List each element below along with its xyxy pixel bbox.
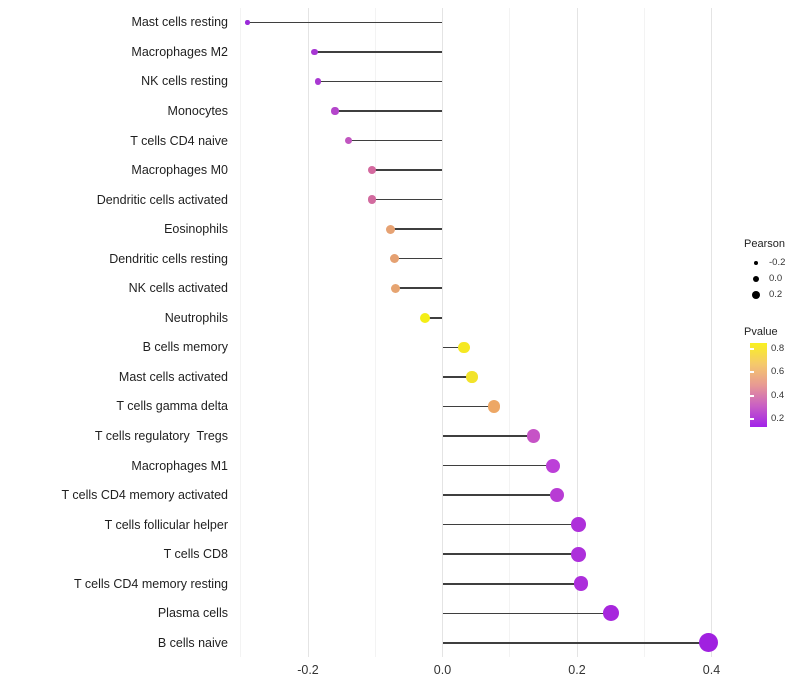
- lollipop-stem: [371, 198, 443, 201]
- gridline-major: [576, 8, 578, 657]
- colorbar-tick: [750, 418, 754, 421]
- lollipop-dot: [390, 283, 400, 293]
- y-axis-label: NK cells resting: [141, 74, 228, 89]
- y-axis-label: NK cells activated: [128, 281, 228, 296]
- lollipop-dot: [570, 517, 586, 533]
- y-axis-label: B cells memory: [142, 340, 228, 355]
- y-axis-label: T cells gamma delta: [116, 399, 228, 414]
- lollipop-stem: [442, 376, 473, 378]
- colorbar-tick: [750, 348, 754, 350]
- lollipop-dot: [386, 224, 396, 234]
- legend-size-dot: [751, 290, 761, 300]
- lollipop-stem: [442, 405, 495, 408]
- lollipop-stem: [442, 523, 579, 526]
- lollipop-dot: [389, 254, 399, 264]
- lollipop-stem: [442, 642, 709, 644]
- x-axis-tick-label: 0.0: [433, 663, 452, 677]
- lollipop-stem: [442, 582, 582, 585]
- lollipop-dot: [331, 107, 339, 115]
- lollipop-dot: [488, 400, 501, 413]
- legend-pearson-title: Pearson: [744, 238, 785, 250]
- gridline-minor: [374, 8, 376, 657]
- legend-size-label: -0.2: [769, 257, 786, 268]
- gridline-major: [442, 8, 443, 657]
- lollipop-dot: [367, 195, 377, 204]
- lollipop-stem: [425, 317, 443, 319]
- y-axis-label: Dendritic cells activated: [96, 192, 228, 207]
- lollipop-dot: [311, 48, 319, 56]
- lollipop-dot: [344, 136, 353, 145]
- y-axis-label: Monocytes: [167, 103, 228, 118]
- legend-size-dot: [752, 275, 760, 283]
- lollipop-stem: [318, 80, 443, 83]
- gridline-minor: [240, 8, 242, 657]
- legend-pvalue-title: Pvalue: [744, 326, 778, 338]
- lollipop-dot: [549, 488, 564, 503]
- lollipop-stem: [371, 169, 443, 171]
- legend-size-dot: [753, 260, 759, 266]
- lollipop-dot: [458, 341, 470, 353]
- lollipop-stem: [395, 287, 443, 290]
- lollipop-dot: [466, 371, 478, 383]
- lollipop-dot: [573, 576, 589, 592]
- lollipop-stem: [394, 257, 443, 260]
- lollipop-stem: [334, 110, 443, 112]
- lollipop-dot: [245, 20, 250, 25]
- y-axis-label: Eosinophils: [164, 222, 228, 237]
- lollipop-dot: [602, 605, 619, 622]
- lollipop-stem: [442, 435, 534, 437]
- gridline-major: [307, 8, 309, 657]
- lollipop-dot: [526, 429, 540, 443]
- y-axis-label: Mast cells resting: [131, 15, 228, 30]
- lollipop-dot: [698, 633, 718, 653]
- y-axis-label: T cells CD4 naive: [130, 133, 228, 148]
- y-axis-label: T cells CD4 memory resting: [74, 576, 228, 591]
- y-axis-label: T cells CD4 memory activated: [61, 488, 229, 503]
- y-axis-label: Macrophages M1: [131, 458, 228, 473]
- lollipop-dot: [546, 458, 561, 473]
- lollipop-stem: [348, 139, 443, 142]
- gridline-minor: [509, 8, 511, 657]
- gridline-major: [711, 8, 712, 657]
- y-axis-label: Dendritic cells resting: [109, 251, 228, 266]
- y-axis-label: T cells CD8: [163, 547, 228, 562]
- y-axis-label: T cells follicular helper: [104, 517, 228, 532]
- x-axis-tick-label: 0.4: [702, 663, 721, 677]
- gridline-minor: [643, 8, 645, 657]
- lollipop-stem: [314, 51, 443, 53]
- colorbar-tick: [750, 394, 754, 397]
- lollipop-dot: [419, 312, 431, 323]
- colorbar-tick-label: 0.6: [771, 366, 785, 378]
- colorbar-tick-label: 0.2: [771, 413, 785, 425]
- lollipop-stem: [442, 464, 554, 467]
- lollipop-dot: [314, 78, 322, 85]
- lollipop-stem: [442, 612, 611, 615]
- x-axis-tick-label: -0.2: [297, 663, 319, 677]
- x-axis-tick-label: 0.2: [568, 663, 586, 677]
- lollipop-dot: [367, 165, 377, 175]
- y-axis-label: Plasma cells: [157, 606, 228, 621]
- colorbar-tick-label: 0.8: [771, 343, 785, 354]
- y-axis-label: T cells regulatory Tregs: [94, 429, 228, 443]
- y-axis-label: Macrophages M0: [131, 163, 228, 178]
- lollipop-stem: [390, 228, 443, 230]
- lollipop-stem: [442, 553, 579, 555]
- y-axis-label: Neutrophils: [164, 310, 228, 325]
- lollipop-dot: [570, 546, 586, 562]
- pvalue-colorbar: [750, 343, 767, 427]
- y-axis-label: Macrophages M2: [131, 44, 228, 59]
- y-axis-label: Mast cells activated: [118, 369, 228, 384]
- colorbar-tick-label: 0.4: [771, 389, 785, 401]
- legend-size-label: 0.2: [769, 289, 783, 300]
- y-axis-label: B cells naive: [157, 635, 228, 650]
- lollipop-stem: [247, 21, 443, 24]
- lollipop-stem: [442, 494, 557, 496]
- legend-size-label: 0.0: [769, 273, 783, 284]
- lollipop-stem: [442, 346, 465, 349]
- colorbar-tick: [750, 371, 754, 374]
